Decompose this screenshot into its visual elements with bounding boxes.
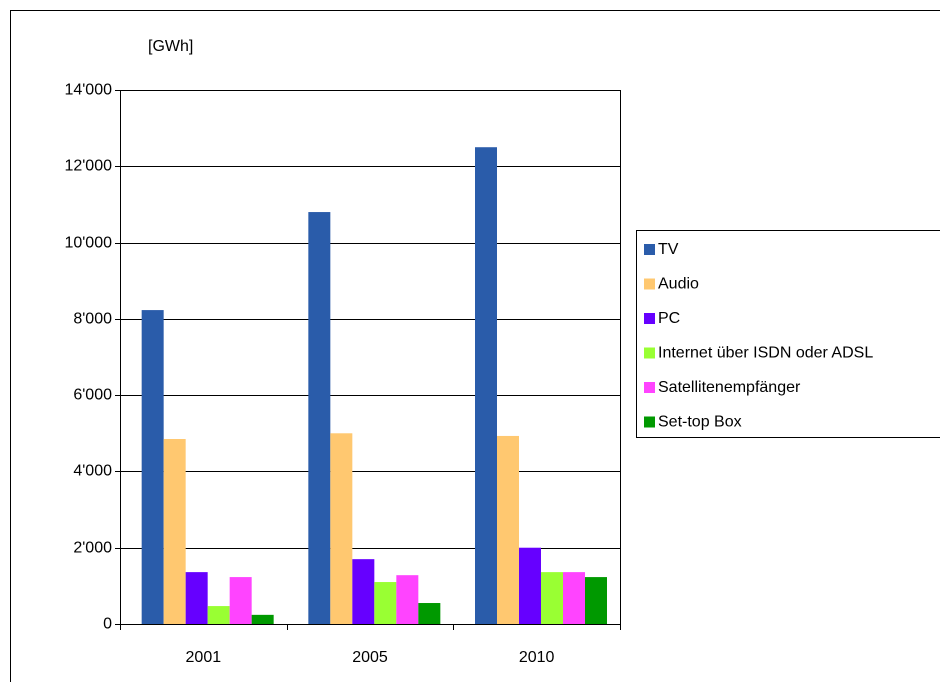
- bar: [585, 577, 607, 624]
- legend-box: [637, 231, 940, 438]
- y-tick-label: 10'000: [64, 235, 112, 252]
- x-tick-label: 2010: [519, 649, 555, 666]
- y-tick-label: 12'000: [64, 158, 112, 175]
- bar: [519, 548, 541, 624]
- bar: [142, 310, 164, 624]
- y-tick-label: 14'000: [64, 82, 112, 99]
- x-tick-label: 2001: [186, 649, 222, 666]
- bar: [563, 572, 585, 624]
- y-axis-label: [GWh]: [148, 38, 193, 55]
- bar: [475, 147, 497, 624]
- bar: [396, 575, 418, 624]
- bar: [308, 212, 330, 624]
- y-tick-label: 2'000: [73, 540, 112, 557]
- legend-label: Internet über ISDN oder ADSL: [658, 345, 873, 362]
- y-tick-label: 0: [103, 616, 112, 633]
- legend-swatch: [644, 382, 655, 393]
- y-tick-label: 8'000: [73, 311, 112, 328]
- legend-swatch: [644, 348, 655, 359]
- legend-label: Satellitenempfänger: [658, 379, 801, 396]
- bar: [352, 559, 374, 624]
- bar: [208, 606, 230, 624]
- legend-swatch: [644, 279, 655, 290]
- legend-swatch: [644, 244, 655, 255]
- legend-label: Audio: [658, 276, 699, 293]
- legend-swatch: [644, 417, 655, 428]
- bar: [230, 577, 252, 624]
- bar: [541, 572, 563, 624]
- y-tick-label: 6'000: [73, 387, 112, 404]
- legend-swatch: [644, 313, 655, 324]
- y-tick-label: 4'000: [73, 463, 112, 480]
- bar: [164, 439, 186, 624]
- bar: [330, 433, 352, 624]
- x-tick-label: 2005: [352, 649, 388, 666]
- bar: [497, 436, 519, 624]
- legend-label: PC: [658, 310, 680, 327]
- bar: [252, 615, 274, 624]
- legend-label: Set-top Box: [658, 414, 742, 431]
- bar: [186, 572, 208, 624]
- bar: [374, 582, 396, 624]
- bar: [418, 603, 440, 624]
- legend-label: TV: [658, 241, 679, 258]
